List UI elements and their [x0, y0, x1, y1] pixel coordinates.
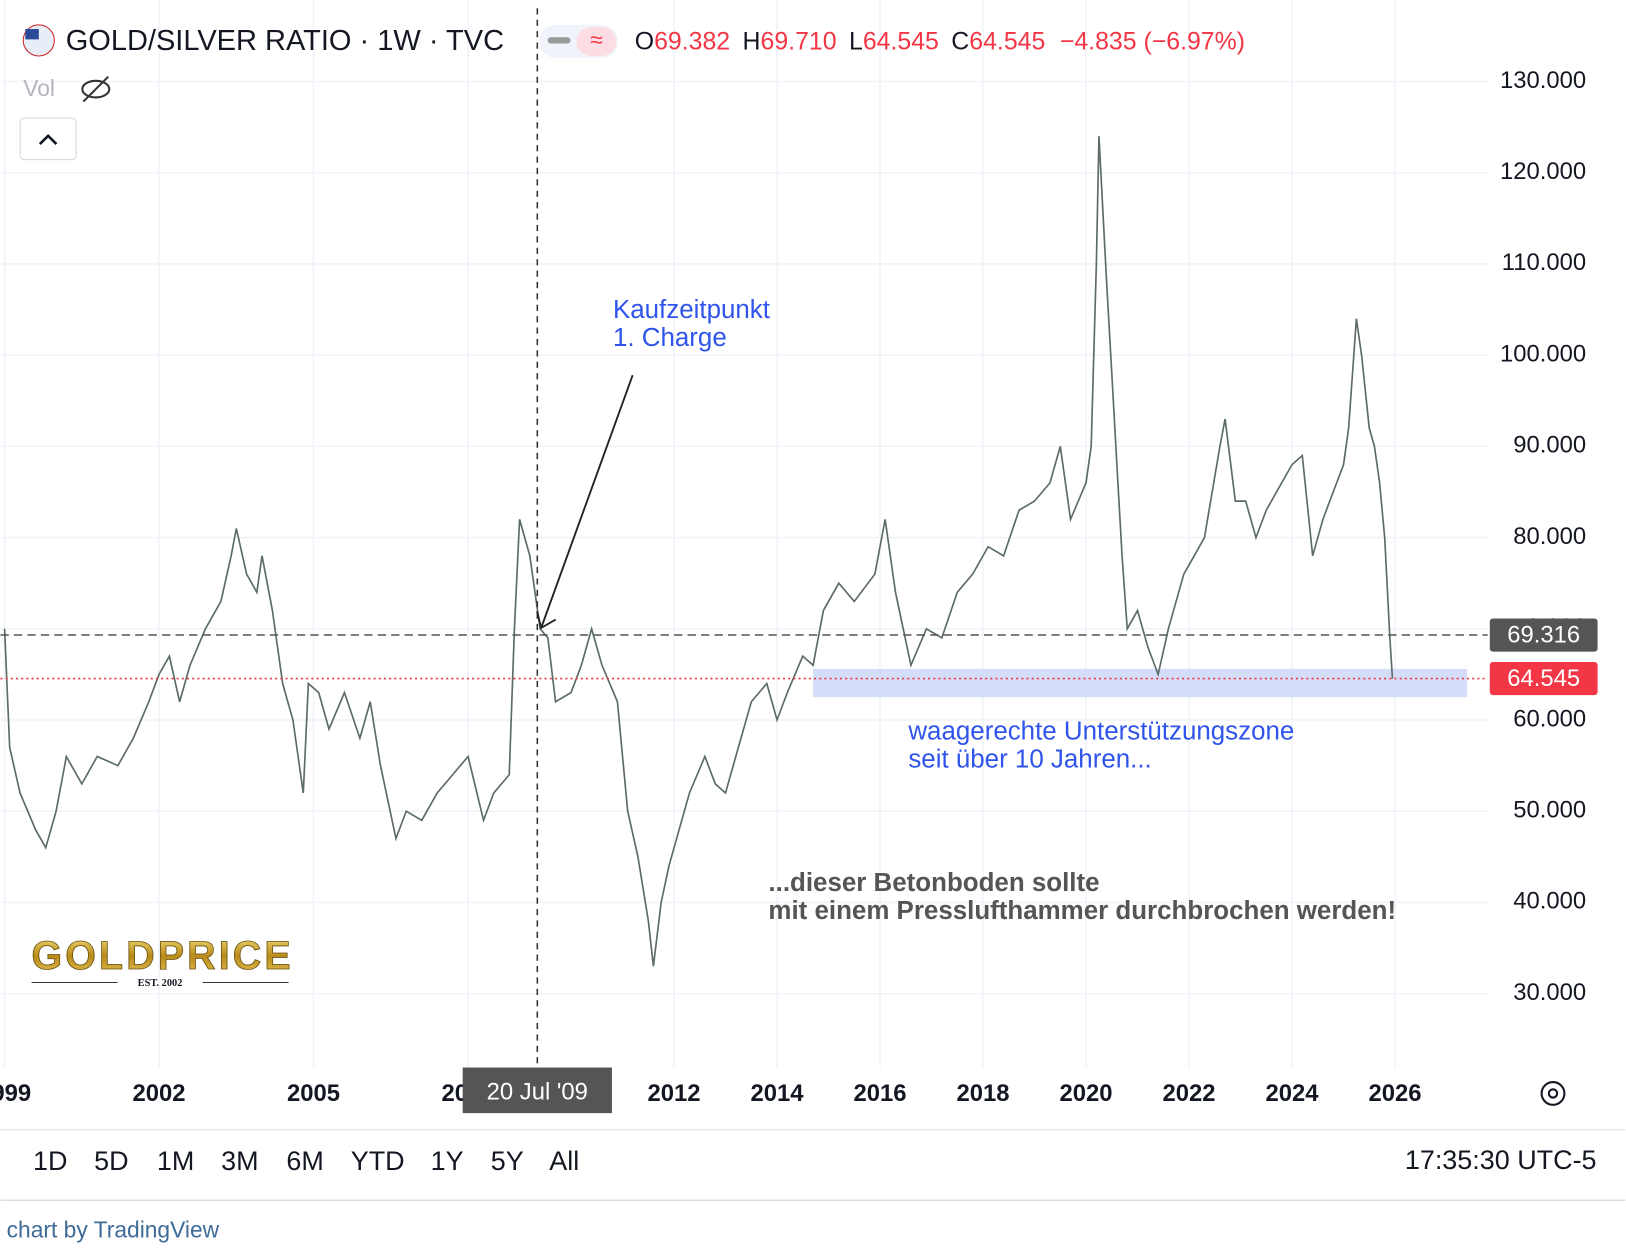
flag-canton [25, 29, 39, 40]
price-label: 64.545 [1507, 665, 1580, 692]
range-button[interactable]: 1M [157, 1146, 194, 1176]
arrow-head [536, 611, 557, 630]
hide-icon[interactable] [81, 75, 111, 103]
change: −4.835 (−6.97%) [1060, 27, 1245, 55]
range-toolbar: 1D 5D 1M 3M 6M YTD 1Y 5Y All [33, 1146, 579, 1176]
y-tick-label: 80.000 [1513, 523, 1586, 550]
price-label-box [1489, 618, 1598, 652]
range-button[interactable]: All [549, 1146, 579, 1176]
annotation: ...dieser Betonboden sollte [768, 869, 1099, 897]
clock: 17:35:30 UTC-5 [1405, 1145, 1597, 1175]
collapse-button[interactable] [19, 117, 77, 161]
x-tick-label: 2026 [1369, 1080, 1422, 1107]
annotation: seit über 10 Jahren... [908, 746, 1151, 774]
support-zone [813, 668, 1468, 698]
price-line [3, 136, 1394, 967]
collapse-icon [38, 133, 58, 145]
footer[interactable]: chart by TradingView [7, 1216, 220, 1242]
ohlc-key: H [743, 27, 761, 55]
ohlc-value: 64.545 [863, 27, 939, 55]
x-tick-label: 2014 [751, 1080, 805, 1107]
y-tick-label: 100.000 [1500, 340, 1586, 367]
settings-icon[interactable] [1540, 1080, 1566, 1106]
range-button[interactable]: 3M [221, 1146, 258, 1176]
y-tick-label: 120.000 [1500, 158, 1586, 185]
plot-area [3, 136, 1468, 967]
ohlc-key: O [635, 27, 654, 55]
y-tick-label: 40.000 [1513, 888, 1586, 915]
volume-label: Vol [23, 75, 55, 101]
ohlc-value: 69.382 [654, 27, 730, 55]
watermark: GOLDPRICE [32, 934, 291, 978]
x-tick-label: 2012 [648, 1080, 701, 1107]
annotation: mit einem Presslufthammer durchbrochen w… [768, 897, 1396, 925]
ohlc-key: L [849, 27, 863, 55]
ohlc-key: C [951, 27, 969, 55]
x-tick-label: 2002 [133, 1080, 186, 1107]
annotation: 1. Charge [613, 324, 727, 352]
chart-title: GOLD/SILVER RATIO · 1W · TVC [66, 25, 504, 57]
y-tick-label: 30.000 [1513, 979, 1586, 1006]
range-button[interactable]: 6M [286, 1146, 323, 1176]
range-button[interactable]: 5D [94, 1146, 128, 1176]
price-label-box [1489, 661, 1598, 696]
pill-icon: ≈ [590, 26, 603, 52]
annotation: waagerechte Unterstützungszone [907, 718, 1294, 746]
annotation: Kaufzeitpunkt [613, 296, 771, 324]
x-tick-label: 1999 [0, 1080, 31, 1107]
annotation-arrow [540, 374, 634, 629]
x-tick-label: 2016 [854, 1080, 907, 1107]
price-label: 69.316 [1507, 621, 1580, 648]
ohlc-value: 69.710 [761, 27, 837, 55]
range-button[interactable]: YTD [351, 1146, 405, 1176]
watermark-sub: EST. 2002 [138, 978, 183, 989]
y-tick-label: 50.000 [1513, 797, 1586, 824]
pill-icon [576, 26, 617, 56]
ohlc-legend: O69.382 H69.710 L64.545 C64.545 −4.835 (−6.9… [635, 27, 1245, 55]
grid [0, 0, 1488, 1068]
range-button[interactable]: 1D [33, 1146, 67, 1176]
x-tick-label: 2005 [287, 1080, 340, 1107]
crosshair-label: 20 Jul '09 [487, 1079, 588, 1106]
x-tick-label: 2020 [1060, 1080, 1113, 1107]
y-tick-label: 110.000 [1502, 249, 1586, 276]
y-tick-label: 60.000 [1513, 705, 1586, 732]
x-tick-label: 2024 [1266, 1080, 1320, 1107]
range-button[interactable]: 5Y [491, 1146, 524, 1176]
x-tick-label: 2022 [1163, 1080, 1216, 1107]
ohlc-value: 64.545 [969, 27, 1045, 55]
y-tick-label: 90.000 [1513, 432, 1586, 459]
range-button[interactable]: 1Y [431, 1146, 464, 1176]
pill-icon [547, 37, 571, 44]
x-tick-label: 2018 [957, 1080, 1010, 1107]
y-tick-label: 130.000 [1500, 67, 1586, 94]
crosshair-label-box [462, 1067, 612, 1114]
